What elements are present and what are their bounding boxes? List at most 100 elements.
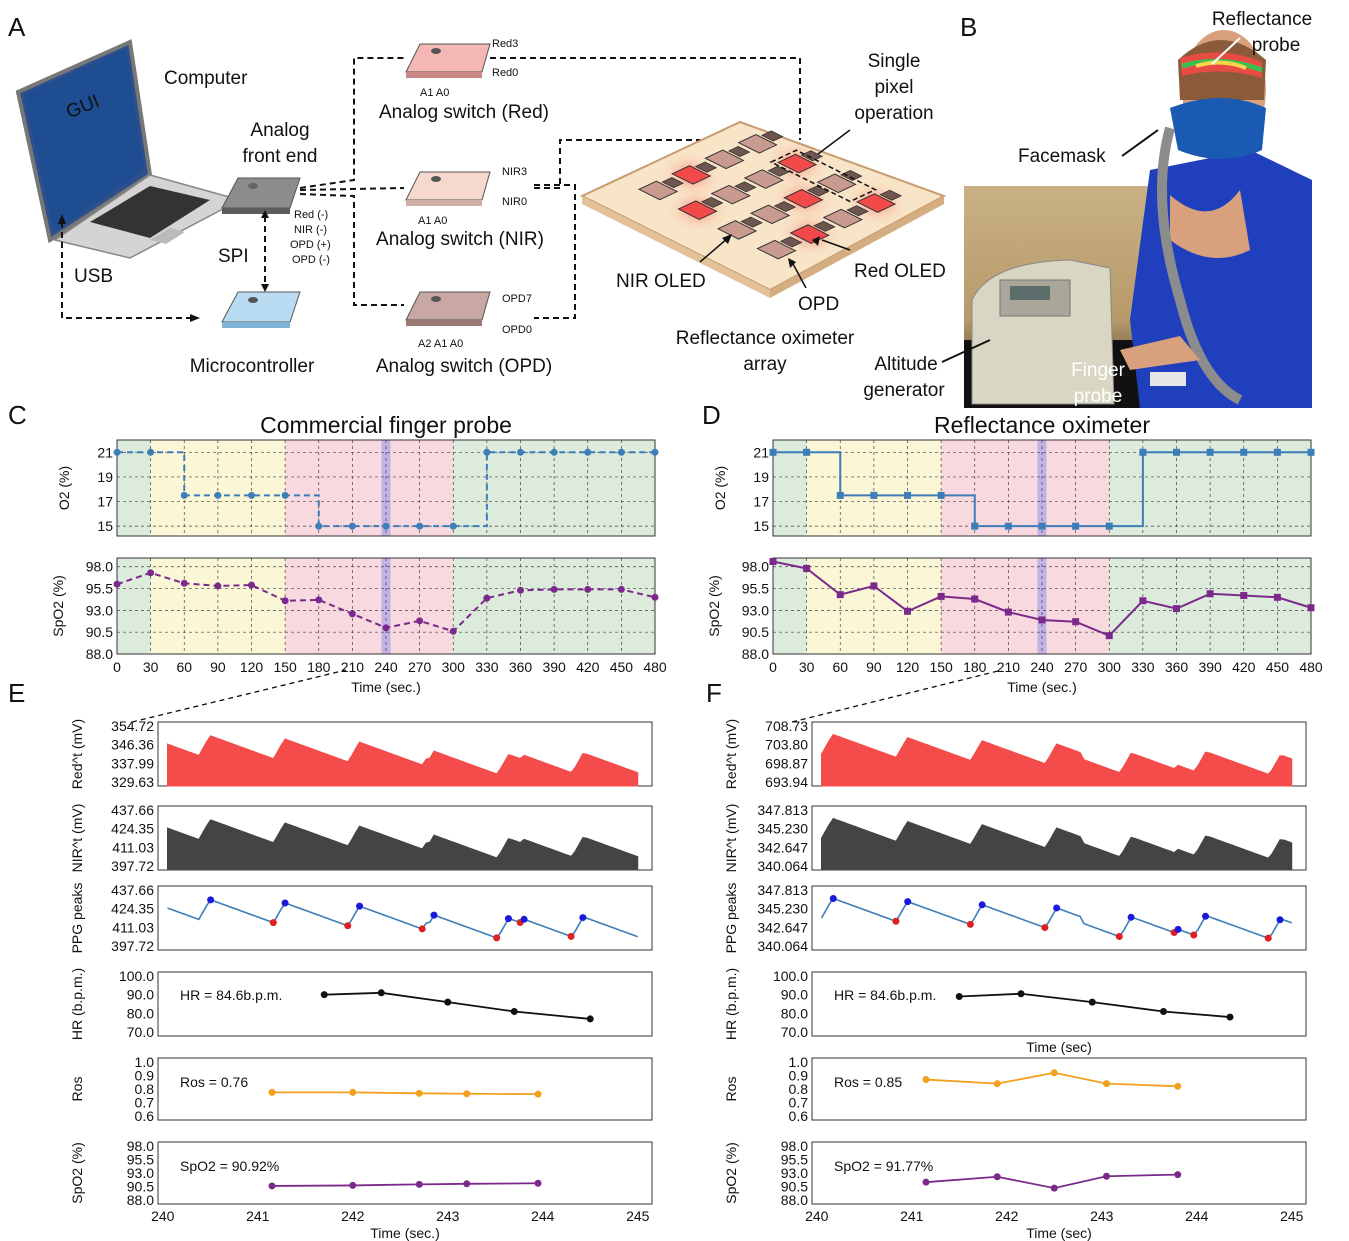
data-point bbox=[281, 491, 289, 499]
single-pixel-label-3: operation bbox=[854, 103, 933, 124]
data-point bbox=[382, 624, 390, 632]
y-axis-label: O2 (%) bbox=[56, 466, 72, 510]
panel-letter-c: C bbox=[8, 400, 27, 430]
systolic-peak bbox=[829, 894, 837, 902]
y-axis-label: HR (b.p.m.) bbox=[69, 968, 85, 1040]
x-tick-label: 420 bbox=[576, 659, 600, 675]
diastolic-trough bbox=[567, 932, 575, 940]
data-point bbox=[836, 491, 844, 499]
x-tick-label: 210 bbox=[997, 659, 1021, 675]
data-point bbox=[483, 448, 491, 456]
diastolic-trough bbox=[966, 920, 974, 928]
y-tick-label: 345.230 bbox=[757, 821, 808, 837]
nir-oled-cell bbox=[637, 180, 679, 201]
y-axis-label: NIR^t (mV) bbox=[69, 804, 85, 873]
systolic-peak bbox=[281, 899, 289, 907]
data-point bbox=[836, 591, 844, 599]
y-tick-label: 1.0 bbox=[135, 1054, 155, 1070]
spo2-plot: 88.0 90.5 93.0 95.5 98.0 bbox=[742, 557, 1315, 662]
panel-letter-e: E bbox=[8, 678, 25, 708]
mean-annotation: SpO2 = 91.77% bbox=[834, 1158, 933, 1174]
x-tick-label: 241 bbox=[900, 1208, 924, 1224]
y-tick-label: 345.230 bbox=[757, 901, 808, 917]
data-point bbox=[416, 617, 424, 625]
data-point bbox=[1038, 522, 1046, 530]
x-tick-label: 244 bbox=[531, 1208, 555, 1224]
x-tick-label: 243 bbox=[1090, 1208, 1114, 1224]
red-pin-addr: A1 A0 bbox=[420, 87, 449, 99]
nir-pin-3: NIR3 bbox=[502, 166, 527, 178]
x-tick-label: 300 bbox=[442, 659, 466, 675]
y-tick-label: 346.36 bbox=[111, 737, 154, 753]
experiment-photo bbox=[964, 30, 1312, 408]
opd-cell bbox=[800, 150, 824, 162]
data-point bbox=[1139, 448, 1147, 456]
data-point bbox=[483, 594, 491, 602]
finger-probe-label-2: probe bbox=[1074, 386, 1123, 407]
data-point bbox=[1240, 592, 1248, 600]
charts-layer: Commercial finger probe1517192188.090.59… bbox=[50, 412, 1323, 1241]
data-point bbox=[415, 1089, 423, 1097]
red-oled-cell bbox=[677, 200, 718, 220]
system-diagram: GUI Computer Analog front end Red (-) NI… bbox=[15, 38, 947, 377]
mean-annotation: Ros = 0.76 bbox=[180, 1074, 248, 1090]
data-point bbox=[803, 448, 811, 456]
data-point bbox=[1004, 522, 1012, 530]
nir-plot: 347.813 345.230 342.647 340.064 NIR^t (mV) bbox=[723, 802, 1307, 874]
opd-cell bbox=[694, 161, 718, 173]
y-tick-label: 411.03 bbox=[112, 919, 154, 935]
data-point bbox=[268, 1182, 276, 1190]
x-tick-label: 150 bbox=[273, 659, 297, 675]
y-tick-label: 703.80 bbox=[765, 737, 808, 753]
x-tick-label: 450 bbox=[610, 659, 634, 675]
condition-zone bbox=[941, 440, 1110, 536]
x-tick-label: 243 bbox=[436, 1208, 460, 1224]
series-line bbox=[773, 451, 1311, 528]
y-tick-label: 21 bbox=[753, 444, 769, 460]
opd-label: OPD bbox=[798, 294, 839, 315]
condition-zone bbox=[285, 558, 454, 654]
opd-pin-addr: A2 A1 A0 bbox=[418, 338, 463, 350]
y-tick-label: 342.647 bbox=[757, 919, 808, 935]
y-tick-label: 1.0 bbox=[789, 1054, 809, 1070]
y-tick-label: 437.66 bbox=[111, 802, 154, 818]
y-tick-label: 693.94 bbox=[765, 774, 808, 790]
data-point bbox=[281, 597, 289, 605]
data-point bbox=[1307, 604, 1315, 612]
analog-switch-opd-label: Analog switch (OPD) bbox=[376, 356, 552, 377]
y-tick-label: 347.813 bbox=[757, 802, 808, 818]
y-tick-label: 98.0 bbox=[781, 1138, 808, 1154]
data-point bbox=[517, 586, 524, 594]
x-tick-label: 245 bbox=[1280, 1208, 1304, 1224]
y-tick-label: 424.35 bbox=[111, 901, 154, 917]
data-point bbox=[1105, 522, 1113, 530]
analog-switch-nir-chip bbox=[405, 171, 491, 206]
condition-zone bbox=[117, 558, 151, 654]
single-pixel-label-1: Single bbox=[868, 51, 921, 72]
data-point bbox=[1050, 1069, 1058, 1077]
x-tick-label: 390 bbox=[542, 659, 566, 675]
ppg-line bbox=[167, 898, 639, 939]
red-pin-3: Red3 bbox=[492, 38, 518, 50]
data-point bbox=[1038, 616, 1046, 624]
signal-area bbox=[167, 819, 639, 871]
data-point bbox=[1103, 1080, 1110, 1088]
plot-frame bbox=[116, 439, 656, 537]
opd-cell bbox=[734, 181, 757, 193]
data-point bbox=[1273, 593, 1281, 601]
x-tick-label: 60 bbox=[176, 659, 192, 675]
mean-annotation: HR = 84.6b.p.m. bbox=[834, 987, 936, 1003]
computer-label: Computer bbox=[164, 68, 248, 89]
series-line bbox=[271, 1182, 539, 1187]
x-tick-label: 270 bbox=[408, 659, 432, 675]
x-tick-label: 0 bbox=[769, 659, 777, 675]
diastolic-trough bbox=[1041, 924, 1049, 932]
y-axis-label: SpO2 (%) bbox=[723, 1142, 739, 1203]
y-tick-label: 354.72 bbox=[111, 718, 154, 734]
y-tick-label: 340.064 bbox=[757, 938, 808, 954]
y-tick-label: 0.8 bbox=[789, 1081, 809, 1097]
afe-pin-opd-plus: OPD (+) bbox=[290, 239, 331, 251]
y-tick-label: 88.0 bbox=[127, 1192, 154, 1208]
x-tick-label: 450 bbox=[1266, 659, 1290, 675]
data-point bbox=[1072, 618, 1080, 626]
